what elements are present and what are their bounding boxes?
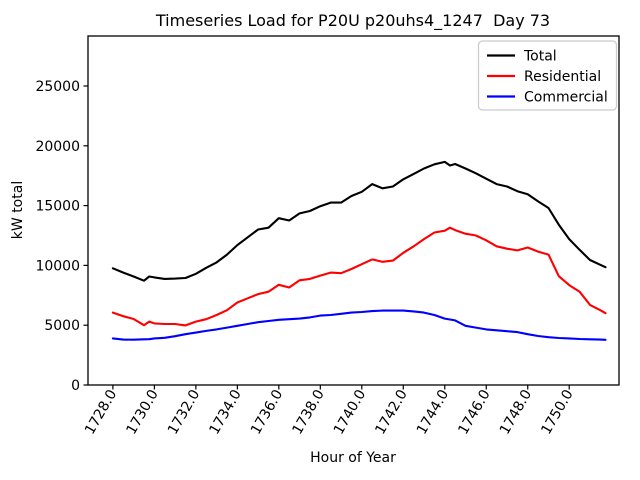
series-line-residential	[111, 226, 607, 327]
x-axis-label: Hour of Year	[310, 450, 396, 466]
series-line-commercial	[111, 309, 607, 341]
y-tick-label: 20000	[35, 139, 80, 155]
y-tick-label: 5000	[44, 318, 80, 334]
y-axis-ticks: 0 5000 10000 15000 20000 25000	[35, 79, 88, 394]
y-tick-label: 0	[71, 378, 80, 394]
legend: Total Residential Commercial	[477, 40, 618, 111]
legend-box	[477, 40, 618, 111]
chart-title: Timeseries Load for P20U p20uhs4_1247 Da…	[155, 11, 550, 31]
series-line-total	[111, 160, 607, 282]
y-tick-label: 15000	[35, 199, 80, 215]
legend-label-residential: Residential	[524, 69, 601, 85]
axes-border	[87, 35, 620, 386]
y-axis-label: kW total	[10, 181, 26, 239]
legend-label-commercial: Commercial	[524, 90, 608, 106]
legend-label-total: Total	[523, 49, 557, 65]
y-tick-label: 25000	[35, 79, 80, 95]
series-lines	[111, 160, 607, 341]
y-tick-label: 10000	[35, 258, 80, 274]
